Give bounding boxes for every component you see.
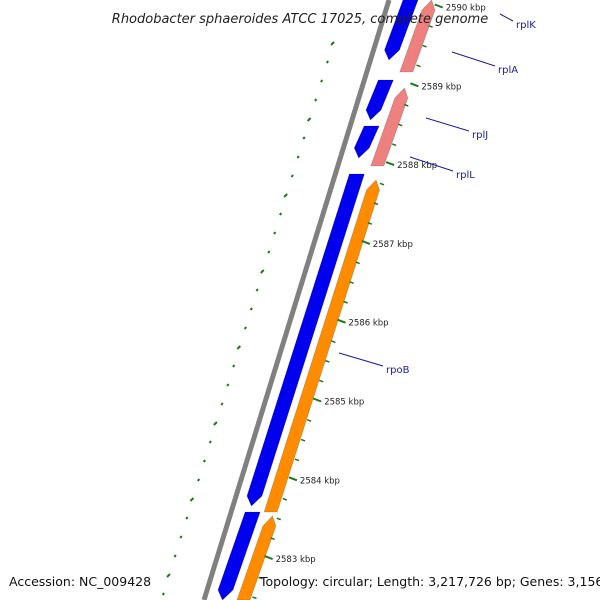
scale-minor-tick — [416, 64, 421, 68]
scale-ticks: 2590 kbp 2589 kbp 2588 kbp 2587 kbp 2586 kbp… — [252, 3, 486, 600]
forward-strand-genes — [217, 0, 419, 600]
outer-ring-dot — [243, 326, 247, 330]
scale-tick-label: 2587 kbp — [373, 240, 413, 250]
scale-minor-tick — [379, 182, 385, 186]
outer-ring-dot — [302, 136, 306, 140]
gene-block-rpoc — [217, 511, 261, 600]
outer-ring-dot — [314, 98, 318, 102]
genome-backbone — [201, 0, 392, 600]
gene-block-reverse-4 — [236, 515, 277, 600]
outer-ring-dot — [161, 592, 165, 596]
gene-block-rplj — [353, 125, 380, 159]
gene-label-rplk: rplK — [516, 20, 536, 31]
outer-ring-dot — [179, 535, 183, 539]
gene-leader-line — [499, 13, 514, 22]
scale-minor-tick — [331, 340, 336, 344]
scale-minor-tick — [270, 537, 275, 541]
scale-tick — [264, 555, 273, 561]
scale-minor-tick — [422, 44, 427, 48]
gene-block-rpla — [365, 79, 394, 121]
outer-ring-dot — [202, 459, 206, 463]
outer-ring-dot — [279, 212, 283, 216]
gene-block-rplk — [384, 0, 419, 61]
gene-leader-line — [451, 51, 496, 67]
scale-minor-tick — [294, 458, 300, 462]
gene-leader-line — [425, 117, 470, 132]
outer-ring-dot — [325, 60, 329, 64]
gene-block-reverse-1 — [399, 0, 436, 73]
scale-minor-tick — [319, 379, 324, 383]
outer-ring-dot — [283, 193, 288, 198]
outer-ring-dot — [232, 364, 236, 368]
gene-leader-line — [409, 156, 454, 172]
outer-ring-dot — [236, 345, 242, 350]
outer-ring-dot — [213, 421, 218, 426]
scale-minor-tick — [367, 221, 373, 225]
outer-ring-dot — [260, 269, 265, 274]
outer-ring-dot — [296, 155, 300, 159]
scale-tick-label: 2589 kbp — [421, 82, 461, 92]
gene-block-reverse-2 — [370, 87, 409, 167]
outer-ring-dot — [166, 573, 171, 578]
scale-minor-tick — [349, 281, 354, 285]
scale-tick — [361, 239, 371, 245]
scale-minor-tick — [391, 143, 397, 147]
outer-ring-dot — [220, 402, 224, 406]
gene-leader-line — [338, 352, 384, 367]
outer-ring-dot — [290, 174, 294, 178]
outer-ring-dot — [255, 288, 259, 292]
outer-ring-dot — [306, 117, 312, 122]
scale-tick-label: 2583 kbp — [276, 555, 316, 565]
outer-ring-dot — [249, 307, 253, 311]
scale-tick-label: 2590 kbp — [446, 4, 486, 14]
scale-minor-tick — [252, 596, 257, 600]
outer-ring-dot — [185, 516, 189, 520]
gene-label-rpob: rpoB — [386, 365, 410, 376]
scale-minor-tick — [276, 517, 282, 521]
scale-tick — [385, 161, 395, 167]
scale-tick-label: 2588 kbp — [397, 161, 437, 171]
scale-minor-tick — [300, 438, 306, 442]
scale-minor-tick — [306, 418, 312, 422]
map-title: Rhodobacter sphaeroides ATCC 17025, comp… — [112, 12, 488, 27]
outer-ring-dot — [226, 383, 230, 387]
scale-minor-tick — [258, 576, 263, 580]
reverse-strand-genes — [236, 0, 436, 600]
scale-minor-tick — [355, 261, 360, 265]
gene-label-rpll: rplL — [456, 170, 475, 181]
scale-minor-tick — [325, 359, 330, 363]
scale-tick-label: 2585 kbp — [324, 398, 364, 408]
outer-ring-dot — [173, 554, 177, 558]
scale-tick — [434, 3, 444, 9]
scale-minor-tick — [397, 123, 403, 127]
outer-ring-dot — [330, 41, 335, 46]
outer-ring-dot — [320, 79, 324, 83]
gene-label-rplj: rplJ — [472, 130, 488, 141]
outer-ring-dot — [273, 231, 277, 235]
scale-minor-tick — [428, 24, 433, 28]
scale-tick-label: 2586 kbp — [349, 319, 389, 329]
topology-label: Topology: circular; Length: 3,217,726 bp… — [259, 574, 600, 589]
gene-label-rpla: rplA — [498, 65, 518, 76]
scale-tick-label: 2584 kbp — [300, 476, 340, 486]
scale-tick — [288, 476, 298, 482]
outer-ring-dot — [189, 497, 195, 502]
scale-minor-tick — [343, 300, 348, 304]
scale-tick — [337, 318, 346, 324]
accession-label: Accession: NC_009428 — [9, 574, 151, 589]
scale-minor-tick — [404, 103, 409, 107]
outer-content-ring — [161, 41, 335, 596]
scale-minor-tick — [373, 202, 379, 206]
gene-labels: rplK rplA rplJ rplL rpoB — [338, 13, 536, 376]
gene-block-rpob — [246, 173, 365, 507]
scale-tick — [312, 397, 322, 403]
outer-ring-dot — [208, 440, 212, 444]
scale-tick — [410, 82, 419, 88]
gene-block-reverse-3 — [263, 179, 380, 513]
scale-minor-tick — [282, 497, 288, 501]
outer-ring-dot — [197, 478, 201, 482]
outer-ring-dot — [267, 250, 271, 254]
